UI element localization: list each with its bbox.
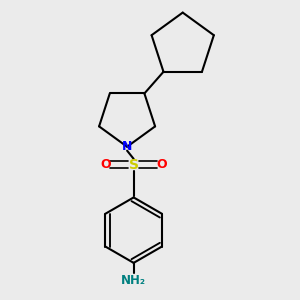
Text: NH₂: NH₂ [121,274,146,287]
Text: N: N [122,140,132,153]
Text: S: S [129,158,139,172]
Text: O: O [156,158,167,171]
Text: O: O [100,158,111,171]
